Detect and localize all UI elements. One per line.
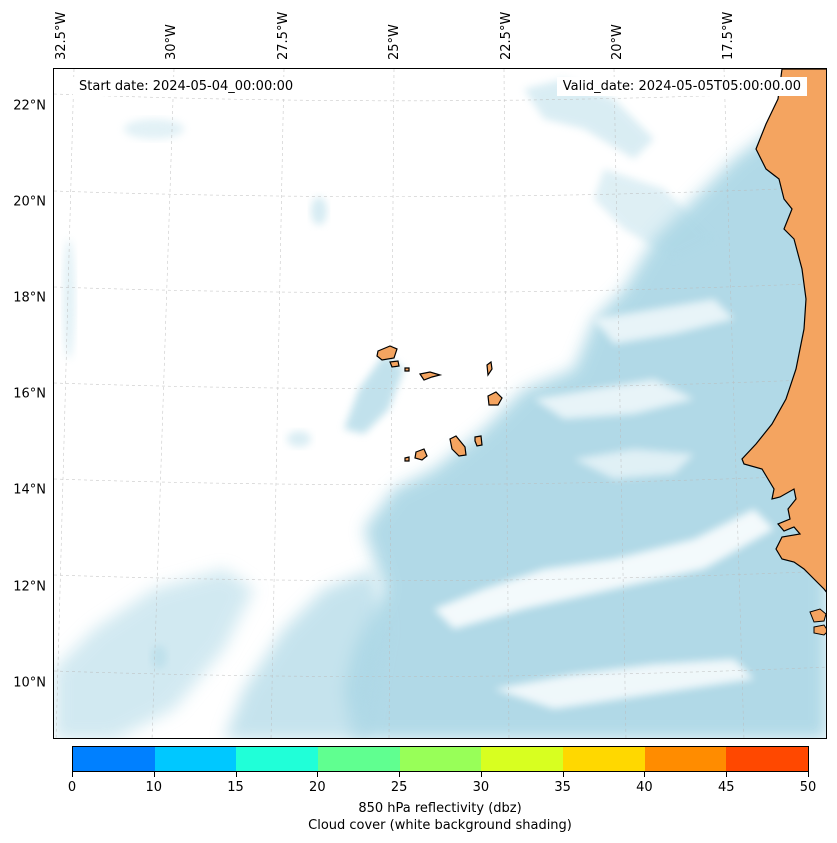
bissau-islands (809, 608, 826, 623)
cloud-cover-shading (54, 79, 826, 738)
colorbar-tick-label: 25 (390, 780, 408, 795)
colorbar-tick-mark (644, 772, 646, 777)
colorbar-segment-6 (563, 747, 645, 771)
colorbar-tick-label: 40 (636, 780, 653, 795)
cloud-island-plume (344, 354, 404, 434)
lat-label-16n: 16°N (13, 386, 46, 402)
cloud-patch-far-west (63, 239, 75, 359)
lat-label-14n: 14°N (13, 482, 46, 498)
cloud-upper-swirl (594, 169, 714, 259)
colorbar-tick-label: 30 (472, 780, 490, 795)
start-date-label: Start date: 2024-05-04_00:00:00 (73, 77, 300, 96)
map-canvas (54, 69, 826, 738)
lat-label-18n: 18°N (13, 290, 46, 306)
colorbar-tick-label: 50 (799, 780, 817, 795)
island-santiago (449, 435, 467, 457)
island-sao-vicente (389, 360, 400, 368)
colorbar-tick-mark (808, 772, 809, 777)
west-africa-landmass (741, 69, 826, 593)
colorbar-segment-7 (644, 747, 727, 771)
lat-label-10n: 10°N (13, 675, 46, 691)
island-fogo (414, 448, 428, 461)
white-cloud-streaks (434, 299, 774, 709)
colorbar-tick-mark (399, 772, 401, 777)
colorbar-segment-2 (236, 747, 319, 771)
colorbar-tick-label: 45 (717, 780, 735, 795)
colorbar-tick-mark (480, 772, 482, 777)
colorbar-segment-1 (154, 747, 237, 771)
colorbar-sublabel: Cloud cover (white background shading) (308, 818, 572, 833)
colorbar-tick-label: 0 (67, 780, 77, 795)
island-boa-vista (487, 391, 503, 406)
colorbar-label: 850 hPa reflectivity (dbz) (358, 801, 522, 816)
cloud-patch-north (124, 119, 184, 139)
colorbar-tick-mark (726, 772, 728, 777)
map-panel (53, 68, 827, 739)
colorbar-segment-4 (399, 747, 482, 771)
cloud-patch-mid (311, 197, 327, 225)
island-sao-nicolau (419, 371, 443, 381)
colorbar-segment-0 (73, 747, 155, 771)
lon-label-22-5w: 22.5°W (499, 11, 514, 60)
colorbar-tick-mark (562, 772, 564, 777)
island-santo-antao (376, 345, 398, 361)
cloud-south-band (224, 569, 384, 738)
cloud-north-streak (524, 79, 654, 159)
colorbar-segment-5 (481, 747, 564, 771)
colorbar-tick-label: 15 (227, 780, 244, 795)
colorbar-tick-mark (235, 772, 237, 777)
colorbar-tick-mark (72, 772, 73, 777)
colorbar-tick-mark (317, 772, 319, 777)
colorbar-segment-3 (318, 747, 400, 771)
lat-label-22n: 22°N (13, 98, 46, 114)
lon-label-32-5w: 32.5°W (54, 11, 69, 60)
island-sal (486, 360, 493, 377)
bissau-islands-2 (813, 624, 826, 636)
lat-label-20n: 20°N (13, 194, 46, 210)
island-maio (474, 435, 483, 447)
lon-label-17-5w: 17.5°W (721, 11, 736, 60)
cape-verde-islands (376, 345, 503, 462)
colorbar-tick-label: 10 (145, 780, 163, 795)
lon-label-25w: 25°W (387, 24, 402, 60)
cloud-main-mass (344, 109, 826, 738)
lat-label-12n: 12°N (13, 579, 46, 595)
lon-label-20w: 20°W (610, 24, 625, 60)
colorbar-tick-label: 35 (554, 780, 571, 795)
cloud-patch-west (287, 431, 311, 447)
colorbar-segment-8 (726, 747, 809, 771)
lon-label-30w: 30°W (164, 24, 179, 60)
map-gridlines (54, 69, 826, 738)
valid-date-label: Valid_date: 2024-05-05T05:00:00.00 (556, 77, 807, 96)
colorbar-tick-mark (153, 772, 155, 777)
lon-label-27-5w: 27.5°W (276, 11, 291, 60)
island-santa-luzia (404, 367, 410, 372)
reflectivity-colorbar (72, 746, 809, 772)
colorbar-tick-label: 20 (309, 780, 326, 795)
cloud-patch-south (151, 645, 167, 669)
island-brava (404, 456, 410, 462)
